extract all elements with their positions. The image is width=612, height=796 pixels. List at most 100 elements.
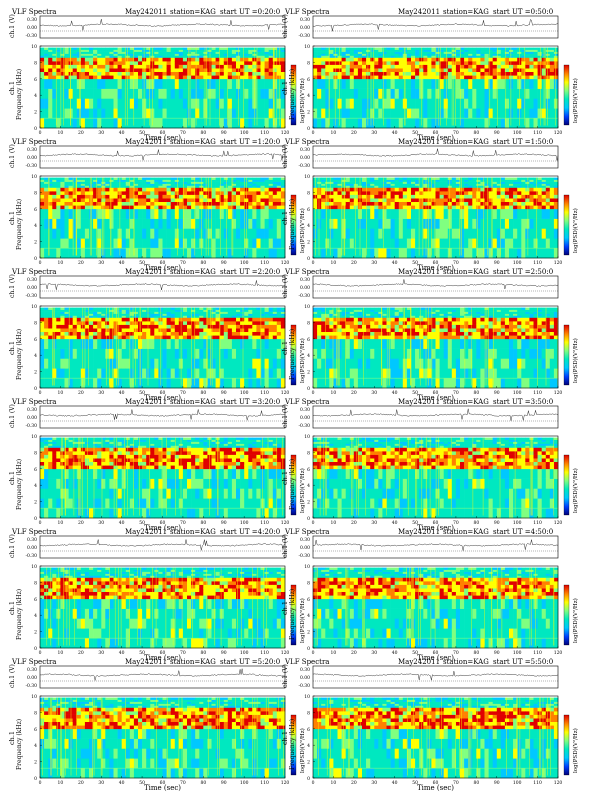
spectrogram-cell [138,248,142,258]
spectrogram-cell [65,180,69,182]
spectrogram-cell [395,178,399,180]
spectrogram-cell [252,52,256,54]
spectrogram-cell [183,178,187,180]
spectrogram-cell [440,248,444,258]
spectrogram-cell [212,118,216,128]
spectrogram-cell [240,186,244,188]
spectrogram-cell [228,65,232,69]
spectrogram-cell [277,48,281,50]
spectrogram-cell [554,180,558,182]
ylabel-channel: ch.1 [8,81,16,95]
spectrogram-cell [534,195,538,199]
spectrogram-cell [501,89,505,99]
spectrogram-cell [65,65,69,69]
spectrogram-cell [220,312,224,314]
spectrogram-cell [240,75,244,79]
spectrogram-cell [313,238,317,248]
spectrogram-cell [220,52,224,54]
spectrogram-cell [423,50,427,52]
spectrogram-cell [395,58,399,62]
spectrogram-cell [431,79,435,89]
spectrogram-cell [224,219,228,229]
spectrogram-cell [183,61,187,65]
spectrogram-cell [105,56,109,58]
spectrogram-cell [118,99,122,109]
spectrogram-cell [395,238,399,248]
spectrogram-cell [358,68,362,72]
spectrogram-cell [538,219,542,229]
spectrogram-cell [240,188,244,192]
spectrogram-cell [138,219,142,229]
spectrogram-cell [40,325,44,329]
spectrogram-cell [415,209,419,219]
spectrogram-cell [554,198,558,202]
spectrogram-cell [48,318,52,322]
spectrogram-cell [378,180,382,182]
spectrogram-cell [138,99,142,109]
spectrogram-cell [187,198,191,202]
spectrogram-cell [167,52,171,54]
spectrogram-cell [493,178,497,180]
spectrogram-cell [142,318,146,322]
spectrogram-cell [224,188,228,192]
spectrogram-cell [40,182,44,184]
spectrogram-cell [468,238,472,248]
spectrogram-cell [134,191,138,195]
spectrogram-cell [171,318,175,322]
spectrogram-cell [395,118,399,128]
spectrogram-cell [407,58,411,62]
spectrogram-cell [240,52,244,54]
spectrogram-cell [281,205,285,209]
spectrogram-cell [44,89,48,99]
spectrogram-cell [93,75,97,79]
spectrogram-cell [77,325,81,329]
spectrogram-cell [158,188,162,192]
spectrogram-cell [480,79,484,89]
spectrogram-cell [134,198,138,202]
spectrogram-cell [366,195,370,199]
spectrogram-cell [65,219,69,229]
spectrogram-cell [240,191,244,195]
spectrogram-cell [179,182,183,184]
spectrogram-cell [395,56,399,58]
spectrogram-cell [232,209,236,219]
spectrogram-cell [203,312,207,314]
spectrogram-cell [538,180,542,182]
spectrogram-cell [44,68,48,72]
spectrogram-cell [179,188,183,192]
spectrogram-cell [546,48,550,50]
spectrogram-cell [167,312,171,314]
spectrogram-cell [440,202,444,206]
spectrogram-cell [452,191,456,195]
spectrogram-cell [56,118,60,128]
spectrogram-cell [261,248,265,258]
spectrogram-cell [485,75,489,79]
spectrogram-cell [232,52,236,54]
spectrogram-cell [333,198,337,202]
spectrogram-cell [468,89,472,99]
spectrogram-cell [423,229,427,239]
spectrogram-cell [407,248,411,258]
spectrogram-cell [489,65,493,69]
spectrogram-cell [126,56,130,58]
spectrogram-cell [529,65,533,69]
spectrogram-cell [464,178,468,180]
spectrogram-cell [195,209,199,219]
spectrogram-cell [460,99,464,109]
spectrogram-cell [281,50,285,52]
spectrogram-cell [105,188,109,192]
spectrogram-cell [134,202,138,206]
spectrogram-cell [89,318,93,322]
spectrogram-cell [130,328,134,332]
spectrogram-cell [411,56,415,58]
spectrogram-cell [317,65,321,69]
spectrogram-cell [411,178,415,180]
spectrogram-cell [158,178,162,180]
spectrogram-cell [126,75,130,79]
spectrogram-cell [509,248,513,258]
spectrogram-cell [134,195,138,199]
spectrogram-cell [423,48,427,50]
spectrogram-cell [423,118,427,128]
spectrogram-cell [167,186,171,188]
spectrogram-cell [252,75,256,79]
